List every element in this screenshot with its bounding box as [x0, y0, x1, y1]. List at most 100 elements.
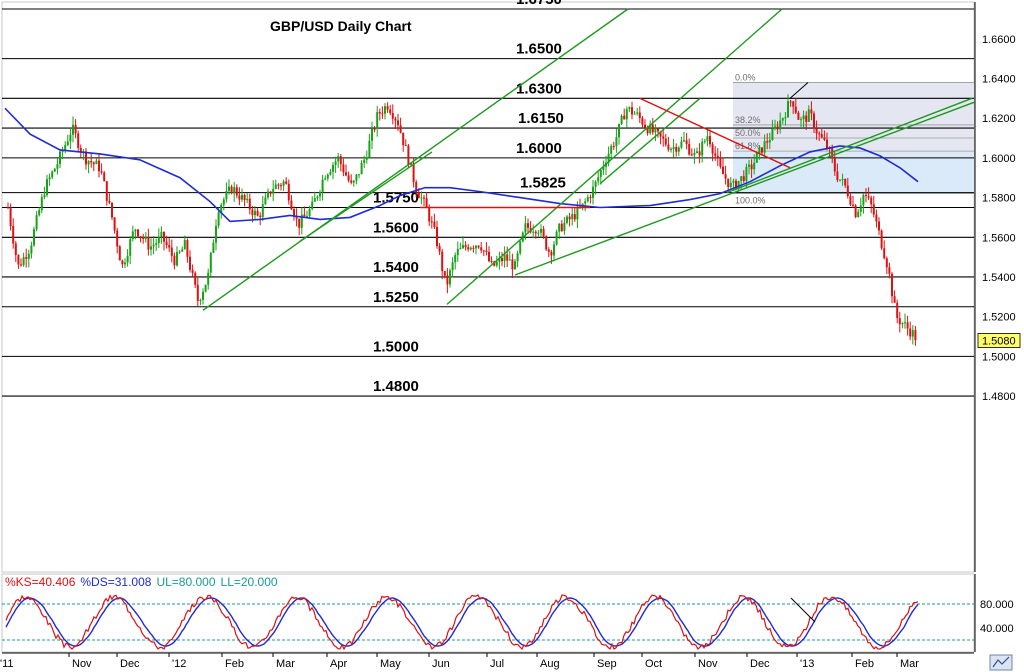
candle-body	[295, 216, 298, 219]
candle-body	[363, 159, 366, 163]
fib-label-100: 100.0%	[735, 196, 766, 206]
candle-body	[228, 186, 230, 191]
candle-body	[352, 180, 355, 183]
candle-body	[859, 205, 862, 212]
candle-body	[750, 164, 753, 170]
candle-body	[404, 145, 407, 147]
candle-body	[735, 180, 737, 189]
candle-body	[38, 210, 41, 216]
green-trendline[interactable]	[202, 8, 629, 311]
green-trendline[interactable]	[299, 151, 433, 242]
candle-body	[105, 181, 108, 201]
candle-body	[464, 245, 467, 248]
candle-body	[646, 127, 649, 134]
candle-body	[194, 272, 197, 285]
candle-body	[165, 241, 168, 246]
stochastic-ks-line[interactable]	[5, 594, 919, 651]
moving-average-line[interactable]	[4, 107, 919, 223]
trendlines[interactable]	[202, 8, 975, 311]
stochastic-axis[interactable]	[975, 574, 1023, 652]
candle-body	[425, 198, 428, 208]
chart-settings-icon[interactable]	[989, 654, 1013, 671]
candle-body	[282, 181, 285, 186]
y-tick: 1.6400	[982, 73, 1016, 85]
y-tick: 1.4800	[982, 391, 1016, 403]
x-tick: Oct	[645, 658, 662, 670]
candle-body	[680, 141, 683, 148]
candle-body	[334, 161, 337, 166]
fibonacci-retracement[interactable]: 0.0% 38.2% 50.0% 61.8% 100.0%	[733, 72, 974, 206]
x-tick: '11	[0, 658, 14, 670]
candle-body	[168, 245, 171, 248]
candle-body	[802, 115, 805, 120]
candle-body	[423, 197, 425, 199]
x-tick: Dec	[750, 658, 770, 670]
candle-body	[540, 229, 542, 233]
fib-label-0: 0.0%	[735, 72, 756, 82]
candle-body	[675, 146, 678, 152]
candle-body	[170, 247, 173, 256]
candle-body	[116, 230, 119, 247]
candle-body	[272, 188, 275, 194]
green-trendline[interactable]	[726, 97, 973, 194]
candle-body	[430, 221, 433, 223]
price-axis[interactable]	[975, 2, 1023, 572]
candle-body	[625, 109, 628, 120]
level-label-15600: 1.5600	[373, 219, 419, 236]
candle-body	[693, 152, 696, 156]
candle-body	[191, 269, 194, 273]
red-trendline[interactable]	[639, 97, 791, 169]
fib-zone-lower	[733, 151, 974, 194]
candle-body	[599, 169, 602, 178]
candle-body	[891, 273, 893, 297]
candle-body	[475, 245, 477, 249]
candle-body	[365, 157, 368, 160]
candle-body	[870, 197, 873, 205]
candle-body	[566, 216, 568, 223]
time-axis-ticks: '11 Nov Dec '12 Feb Mar Apr May Jun Jul …	[0, 653, 919, 670]
candle-body	[53, 168, 56, 172]
candle-body	[592, 186, 594, 198]
candle-body	[280, 185, 282, 187]
candle-body	[230, 186, 233, 194]
level-label-16000: 1.6000	[516, 140, 562, 157]
level-label-15400: 1.5400	[373, 259, 419, 276]
candle-body	[823, 137, 826, 140]
candle-body	[347, 175, 350, 181]
y-tick: 1.5000	[982, 351, 1016, 363]
candle-body	[550, 251, 553, 256]
green-trendline[interactable]	[514, 101, 975, 276]
candle-body	[571, 214, 574, 220]
candle-body	[789, 101, 792, 103]
x-tick: Mar	[900, 658, 919, 670]
candle-body	[9, 207, 12, 227]
candle-body	[774, 126, 776, 129]
candle-body	[875, 214, 878, 222]
candle-body	[59, 151, 61, 165]
candle-body	[748, 164, 750, 167]
candle-body	[703, 140, 706, 142]
candle-body	[371, 128, 373, 141]
candle-body	[745, 166, 748, 181]
candle-body	[888, 267, 891, 274]
candle-body	[243, 194, 246, 201]
candle-body	[490, 261, 493, 263]
level-label-16150: 1.6150	[518, 110, 564, 127]
candle-body	[345, 172, 347, 176]
candle-body	[534, 231, 537, 234]
candle-body	[415, 181, 418, 193]
green-trendline[interactable]	[599, 97, 701, 185]
candlestick-series[interactable]	[7, 94, 917, 346]
candle-body	[137, 229, 139, 237]
x-tick: Nov	[698, 658, 718, 670]
green-trendline[interactable]	[446, 8, 783, 305]
candle-body	[259, 215, 262, 218]
candle-body	[144, 236, 147, 239]
candle-body	[386, 106, 389, 110]
stochastic-ds-line[interactable]	[5, 597, 919, 647]
candle-body	[196, 284, 199, 301]
candle-body	[163, 231, 165, 242]
candle-body	[683, 140, 685, 142]
candle-body	[729, 182, 732, 188]
candle-body	[883, 248, 886, 259]
